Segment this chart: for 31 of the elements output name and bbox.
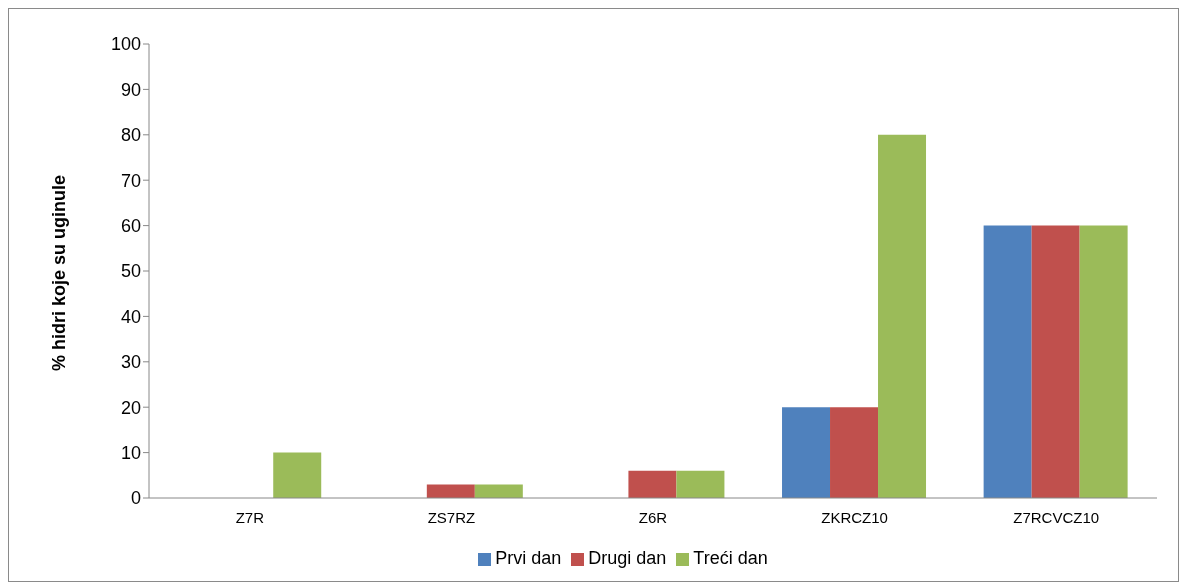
legend-label: Drugi dan (588, 548, 667, 568)
y-tick-label: 90 (120, 79, 141, 100)
x-tick-label: Z6R (638, 508, 668, 526)
legend-label: Treći dan (693, 548, 768, 568)
y-tick-label: 60 (120, 215, 141, 236)
x-tick-label: ZS7RZ (427, 508, 476, 526)
bar (273, 452, 322, 498)
y-tick-label: 70 (120, 170, 141, 191)
y-tick-label: 80 (120, 125, 141, 146)
bar (830, 407, 879, 498)
bar (1031, 225, 1080, 498)
y-tick-label: 0 (130, 488, 141, 509)
x-tick-label: Z7R (235, 508, 265, 526)
y-tick-label: 30 (120, 352, 141, 373)
bar (474, 484, 523, 498)
legend-label: Prvi dan (495, 548, 562, 568)
bar (983, 225, 1032, 498)
y-tick-label: 40 (120, 306, 141, 327)
bar (426, 484, 475, 498)
x-tick-label: Z7RCVCZ10 (1013, 508, 1100, 526)
x-tick-label: ZKRCZ10 (821, 508, 888, 526)
y-axis-title: % hidri koje su uginule (49, 174, 70, 371)
bar (628, 470, 677, 498)
bar (878, 134, 927, 498)
bar (782, 407, 831, 498)
y-tick-label: 20 (120, 397, 141, 418)
bar (676, 470, 725, 498)
bar (1079, 225, 1128, 498)
y-tick-label: 100 (110, 34, 141, 55)
y-tick-label: 10 (120, 442, 141, 463)
y-tick-label: 50 (120, 261, 141, 282)
